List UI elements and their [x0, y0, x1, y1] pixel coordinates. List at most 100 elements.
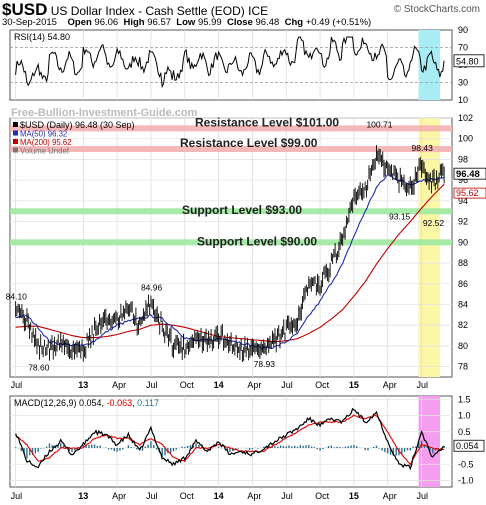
brand-label[interactable]: © StockCharts.com: [393, 4, 480, 15]
price-label-7: 92.52: [423, 218, 445, 228]
price-label-6: 98.43: [412, 143, 434, 153]
price-ytick-9: 96: [458, 175, 468, 185]
open-label: Open: [67, 17, 92, 28]
price-label-5: 93.15: [389, 212, 411, 222]
legend-label-1: MA(50) 96.32: [20, 130, 67, 139]
legend-label-2: MA(200) 95.62: [20, 138, 72, 147]
quote-line: 30-Sep-2015 Open 96.06 High 96.57 Low 95…: [2, 17, 371, 28]
legend-swatch-0: [13, 122, 18, 127]
price-ytick-7: 92: [458, 217, 468, 227]
quote-date: 30-Sep-2015: [2, 17, 57, 28]
macd-xtick-6: Apr: [247, 491, 261, 501]
watermark: Free-Bullion-Investment-Guide.com: [11, 107, 198, 119]
price-last-tag: [453, 167, 486, 180]
rsi-panel: [9, 29, 453, 101]
macd-title: MACD(12,26,9) 0.054, -0.063, 0.117: [14, 398, 159, 408]
rsi-line: [15, 36, 445, 89]
level-band-0: [10, 125, 452, 132]
price-ytick-6: 90: [458, 237, 468, 247]
ma-last-tag: [453, 187, 486, 199]
price-label-1: 78.60: [28, 362, 50, 372]
macd-title-part-3: ,: [132, 398, 137, 408]
price-ytick-10: 98: [458, 154, 468, 164]
price-ytick-2: 82: [458, 320, 468, 330]
price-highlight: [418, 118, 440, 377]
level-label-2: Support Level $93.00: [182, 203, 302, 217]
macd-ytick-1: -0.5: [458, 459, 474, 469]
macd-ytick-0: -1.0: [458, 476, 474, 486]
price-xtick-10: Apr: [383, 380, 397, 390]
price-xtick-9: 15: [349, 380, 359, 390]
legend-label-3: Volume Undef: [20, 147, 70, 156]
macd-last-tag: [453, 439, 485, 452]
price-xtick-0: Jul: [11, 380, 23, 390]
price-xtick-8: Oct: [315, 380, 330, 390]
price-ytick-3: 84: [458, 299, 468, 309]
macd-title-part-0: MACD(12,26,9): [14, 398, 79, 408]
rsi-ytick-3: 70: [458, 43, 468, 53]
price-bars: [15, 145, 445, 363]
macd-title-part-1: 0.054,: [79, 398, 107, 408]
macd-xtick-3: Jul: [146, 491, 158, 501]
level-label-0: Resistance Level $101.00: [195, 115, 339, 129]
chart-title: $USD US Dollar Index - Cash Settle (EOD)…: [2, 0, 268, 20]
macd-ytick-4: 1.0: [458, 411, 471, 421]
legend-swatch-2: [13, 139, 18, 144]
high-value: 96.57: [147, 17, 172, 28]
legend-swatch-3: [13, 147, 18, 153]
price-xtick-4: Oct: [180, 380, 195, 390]
price-xtick-1: 13: [78, 380, 88, 390]
level-label-3: Support Level $90.00: [197, 234, 317, 248]
legend-label-0: $USD (Daily) 96.48 (30 Sep): [20, 120, 135, 130]
rsi-ytick-1: 30: [458, 78, 468, 88]
ma-last-label: 95.62: [456, 188, 479, 198]
price-ytick-5: 88: [458, 258, 468, 268]
macd-ytick-5: 1.5: [458, 394, 471, 404]
price-xtick-6: Apr: [247, 380, 261, 390]
price-xtick-7: Jul: [281, 380, 293, 390]
exchange-name: ICE: [248, 4, 269, 18]
ticker-symbol: $USD: [2, 0, 48, 19]
close-label: Close: [227, 17, 253, 28]
macd-title-part-2: -0.063: [107, 398, 133, 408]
price-xtick-11: Jul: [417, 380, 429, 390]
price-xtick-3: Jul: [146, 380, 158, 390]
macd-ytick-3: 0.5: [458, 427, 471, 437]
macd-xtick-4: Oct: [180, 491, 195, 501]
price-ytick-4: 86: [458, 279, 468, 289]
rsi-last-label: 54.80: [456, 56, 479, 66]
price-ytick-8: 94: [458, 196, 468, 206]
chg-value: +0.49 (+0.51%): [305, 17, 372, 28]
macd-xtick-8: Oct: [315, 491, 330, 501]
rsi-highlight: [418, 30, 440, 100]
macd-line: [15, 407, 445, 471]
level-label-1: Resistance Level $99.00: [180, 136, 318, 150]
macd-panel: [9, 395, 453, 488]
level-band-1: [10, 146, 452, 153]
macd-xtick-7: Jul: [281, 491, 293, 501]
macd-title-part-4: 0.117: [137, 398, 159, 408]
macd-xtick-0: Jul: [11, 491, 23, 501]
rsi-ytick-4: 90: [458, 25, 468, 35]
macd-xtick-2: Apr: [112, 491, 126, 501]
price-label-2: 84.96: [141, 283, 163, 293]
price-label-3: 78.93: [254, 359, 276, 369]
macd-xtick-5: 14: [214, 491, 224, 501]
price-label-0: 84.10: [6, 291, 28, 301]
chg-label: Chg: [284, 17, 304, 28]
rsi-ytick-0: 10: [458, 95, 468, 105]
instrument-name: US Dollar Index - Cash Settle (EOD): [50, 4, 245, 18]
high-label: High: [123, 17, 145, 28]
macd-xtick-10: Apr: [383, 491, 397, 501]
close-value: 96.48: [255, 17, 280, 28]
rsi-title: RSI(14) 54.80: [14, 32, 70, 42]
macd-xtick-1: 13: [78, 491, 88, 501]
price-ytick-12: 102: [458, 113, 473, 123]
price-xtick-2: Apr: [112, 380, 126, 390]
price-xtick-5: 14: [214, 380, 224, 390]
macd-last-label: 0.054: [456, 441, 479, 451]
price-ytick-0: 78: [458, 362, 468, 372]
low-value: 95.99: [197, 17, 222, 28]
price-last-label: 96.48: [456, 169, 480, 180]
